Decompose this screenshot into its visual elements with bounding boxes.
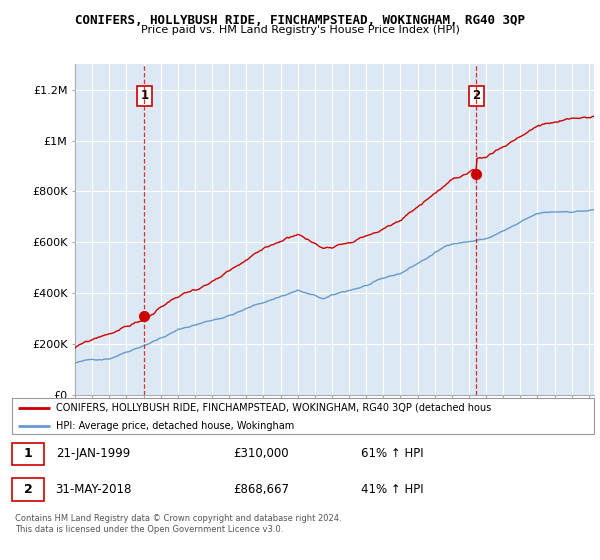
FancyBboxPatch shape <box>12 478 44 501</box>
Text: 1: 1 <box>140 89 148 102</box>
Text: 2: 2 <box>472 89 480 102</box>
Text: HPI: Average price, detached house, Wokingham: HPI: Average price, detached house, Woki… <box>56 421 294 431</box>
Text: Price paid vs. HM Land Registry's House Price Index (HPI): Price paid vs. HM Land Registry's House … <box>140 25 460 35</box>
Text: 2: 2 <box>23 483 32 496</box>
Text: 31-MAY-2018: 31-MAY-2018 <box>56 483 132 496</box>
Text: This data is licensed under the Open Government Licence v3.0.: This data is licensed under the Open Gov… <box>15 525 283 534</box>
Text: Contains HM Land Registry data © Crown copyright and database right 2024.: Contains HM Land Registry data © Crown c… <box>15 514 341 523</box>
Text: 41% ↑ HPI: 41% ↑ HPI <box>361 483 424 496</box>
Text: 61% ↑ HPI: 61% ↑ HPI <box>361 447 424 460</box>
Text: CONIFERS, HOLLYBUSH RIDE, FINCHAMPSTEAD, WOKINGHAM, RG40 3QP: CONIFERS, HOLLYBUSH RIDE, FINCHAMPSTEAD,… <box>75 14 525 27</box>
Text: £310,000: £310,000 <box>233 447 289 460</box>
FancyBboxPatch shape <box>12 398 594 434</box>
Text: £868,667: £868,667 <box>233 483 289 496</box>
FancyBboxPatch shape <box>12 442 44 465</box>
Text: CONIFERS, HOLLYBUSH RIDE, FINCHAMPSTEAD, WOKINGHAM, RG40 3QP (detached hous: CONIFERS, HOLLYBUSH RIDE, FINCHAMPSTEAD,… <box>56 403 491 413</box>
Text: 1: 1 <box>23 447 32 460</box>
Text: 21-JAN-1999: 21-JAN-1999 <box>56 447 130 460</box>
